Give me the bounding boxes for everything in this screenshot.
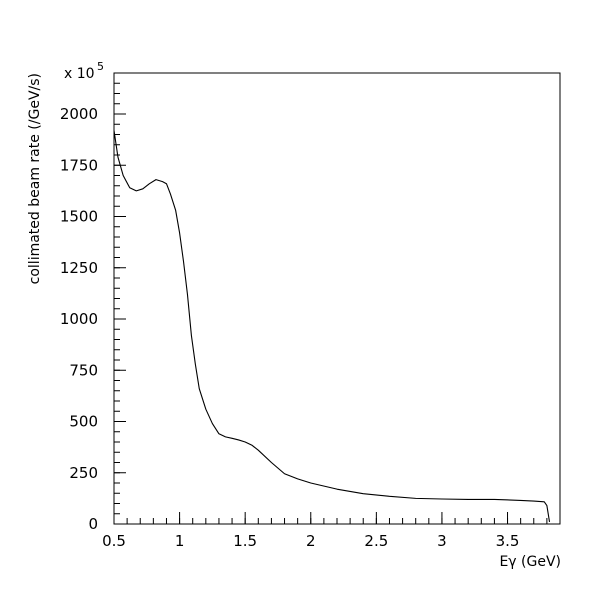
y-tick-label: 1500 xyxy=(60,208,98,226)
y-tick-label: 0 xyxy=(88,515,98,533)
y-multiplier: x 10 5 xyxy=(64,60,104,82)
x-tick-labels: 0.5 1 1.5 2 2.5 3 3.5 xyxy=(102,532,519,550)
x-tick-label: 3.5 xyxy=(496,532,520,550)
y-tick-label: 250 xyxy=(69,464,98,482)
x-tick-label: 3 xyxy=(437,532,447,550)
y-tick-label: 500 xyxy=(69,413,98,431)
x-tick-label: 1 xyxy=(175,532,185,550)
y-tick-label: 2000 xyxy=(60,105,98,123)
y-tick-label: 1750 xyxy=(60,156,98,174)
y-tick-label: 1250 xyxy=(60,259,98,277)
y-tick-label: 750 xyxy=(69,361,98,379)
series-line xyxy=(113,130,551,523)
y-axis-label: collimated beam rate (/GeV/s) xyxy=(27,73,43,284)
x-tick-label: 2 xyxy=(306,532,316,550)
plot-frame xyxy=(113,72,561,525)
x-axis-label: Eγ (GeV) xyxy=(499,554,561,570)
x-tick-label: 0.5 xyxy=(102,532,126,550)
minor-ticks xyxy=(113,72,561,525)
y-multiplier-base: x 10 xyxy=(64,66,95,82)
series-layer xyxy=(113,130,551,523)
y-tick-label: 1000 xyxy=(60,310,98,328)
y-multiplier-exponent: 5 xyxy=(97,60,104,73)
major-ticks xyxy=(113,113,509,525)
x-tick-label: 1.5 xyxy=(233,532,257,550)
x-tick-label: 2.5 xyxy=(364,532,388,550)
y-tick-labels: 0 250 500 750 1000 1250 1500 1750 2000 xyxy=(60,105,98,533)
